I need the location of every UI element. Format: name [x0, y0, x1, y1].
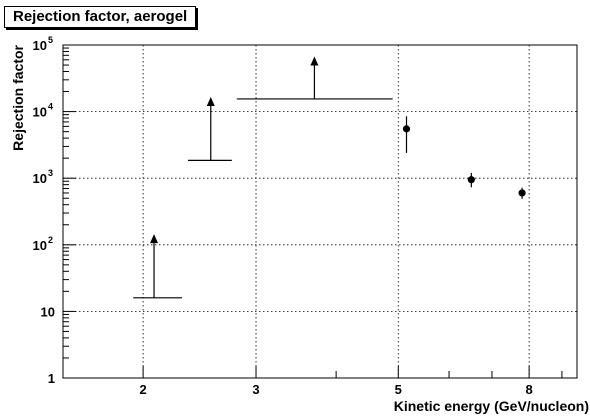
x-tick-label: 3 [252, 382, 259, 397]
lower-limit-marker [188, 97, 232, 162]
y-tick-label-base: 10 [33, 105, 47, 120]
y-tick-label-base: 10 [33, 38, 47, 53]
data-point [518, 187, 526, 199]
x-axis-label: Kinetic energy (GeV/nucleon) [394, 398, 589, 414]
plot-frame [62, 44, 578, 379]
y-tick-label-exponent: 5 [48, 35, 53, 45]
limit-arrow-head [150, 234, 159, 244]
y-axis-label: Rejection factor [10, 44, 26, 150]
y-tick-label-base: 10 [33, 238, 47, 253]
y-tick-label: 10 [41, 304, 55, 319]
point-marker [518, 189, 526, 197]
limit-arrow-head [206, 97, 215, 107]
x-tick-label: 5 [395, 382, 402, 397]
point-marker [467, 176, 475, 184]
x-tick-label: 2 [139, 382, 146, 397]
lower-limit-marker [133, 234, 183, 299]
lower-limit-marker [236, 56, 393, 100]
y-tick-label-exponent: 3 [48, 168, 53, 178]
x-tick-label: 8 [526, 382, 533, 397]
data-point [467, 172, 475, 188]
data-marks [133, 56, 526, 299]
y-tick-label: 1 [48, 371, 55, 386]
y-tick-label-exponent: 2 [48, 235, 53, 245]
point-marker [402, 125, 411, 133]
limit-arrow-head [310, 56, 319, 66]
grid-lines [63, 45, 577, 378]
data-point [402, 116, 411, 153]
y-tick-label-base: 10 [33, 171, 47, 186]
y-tick-label-exponent: 4 [48, 102, 53, 112]
chart-title: Rejection factor, aerogel [4, 6, 197, 28]
